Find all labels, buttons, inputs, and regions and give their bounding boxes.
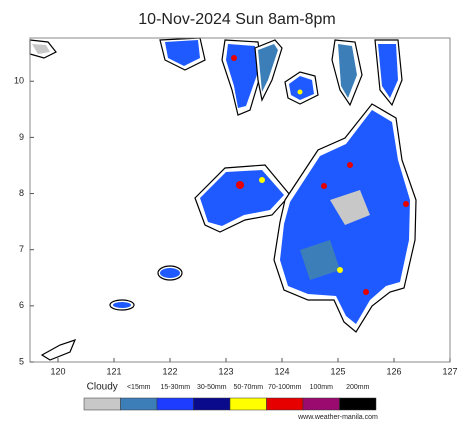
legend-label: <15mm: [127, 384, 151, 391]
heavy-rain: [363, 289, 369, 295]
legend-swatch: [302, 397, 340, 411]
y-tick-label: 7: [19, 244, 24, 254]
x-tick-label: 124: [274, 366, 289, 376]
y-tick-label: 5: [19, 356, 24, 366]
rain-area: [258, 44, 278, 92]
legend-label: 100mm: [310, 384, 334, 391]
source: www.weather-manila.com: [297, 414, 378, 421]
legend-swatch: [83, 397, 121, 411]
legend-swatch: [156, 397, 194, 411]
x-tick-label: 122: [162, 366, 177, 376]
map-area: [29, 37, 451, 363]
heavy-rain: [321, 183, 327, 189]
heavy-rain: [347, 162, 353, 168]
x-tick-label: 127: [442, 366, 457, 376]
legend-label: 30-50mm: [197, 384, 227, 391]
heavy-rain: [297, 89, 303, 95]
plot-frame: [29, 37, 451, 363]
legend-swatch: [266, 397, 304, 411]
island: [40, 339, 77, 361]
y-tick-label: 10: [14, 76, 24, 86]
y-tick-label: 8: [19, 188, 24, 198]
legend-label: 50-70mm: [233, 384, 263, 391]
y-tick-label: 9: [19, 132, 24, 142]
x-tick-label: 125: [330, 366, 345, 376]
legend-swatch: [120, 397, 158, 411]
heavy-rain: [236, 181, 244, 189]
heavy-rain: [337, 267, 343, 273]
legend-label: 15-30mm: [160, 384, 190, 391]
rain-area: [113, 302, 131, 308]
rain-area: [378, 44, 398, 98]
x-tick-label: 121: [106, 366, 121, 376]
rain-area: [289, 76, 314, 100]
rain-area: [300, 240, 340, 280]
rain-area: [338, 44, 357, 98]
heavy-rain: [259, 177, 265, 183]
x-tick-label: 123: [218, 366, 233, 376]
y-tick-label: 6: [19, 300, 24, 310]
legend-label: Cloudy: [87, 382, 118, 393]
legend-swatch: [193, 397, 231, 411]
rain-area: [200, 170, 284, 226]
x-tick-label: 120: [50, 366, 65, 376]
legend-swatch: [339, 397, 377, 411]
legend-label: 70-100mm: [268, 384, 302, 391]
heavy-rain: [231, 55, 237, 61]
x-tick-label: 126: [386, 366, 401, 376]
rain-area: [165, 40, 200, 66]
legend-swatch: [229, 397, 267, 411]
rain-area: [160, 268, 180, 278]
legend: Cloudy <15mm 15-30mm 30-50mm 50-70mm 70-100mm…: [83, 382, 377, 411]
heavy-rain: [403, 201, 409, 207]
legend-label: 200mm: [346, 384, 370, 391]
cloud-area: [32, 44, 50, 54]
cloud-area: [330, 190, 370, 225]
map-title: 10-Nov-2024 Sun 8am-8pm: [138, 11, 335, 28]
